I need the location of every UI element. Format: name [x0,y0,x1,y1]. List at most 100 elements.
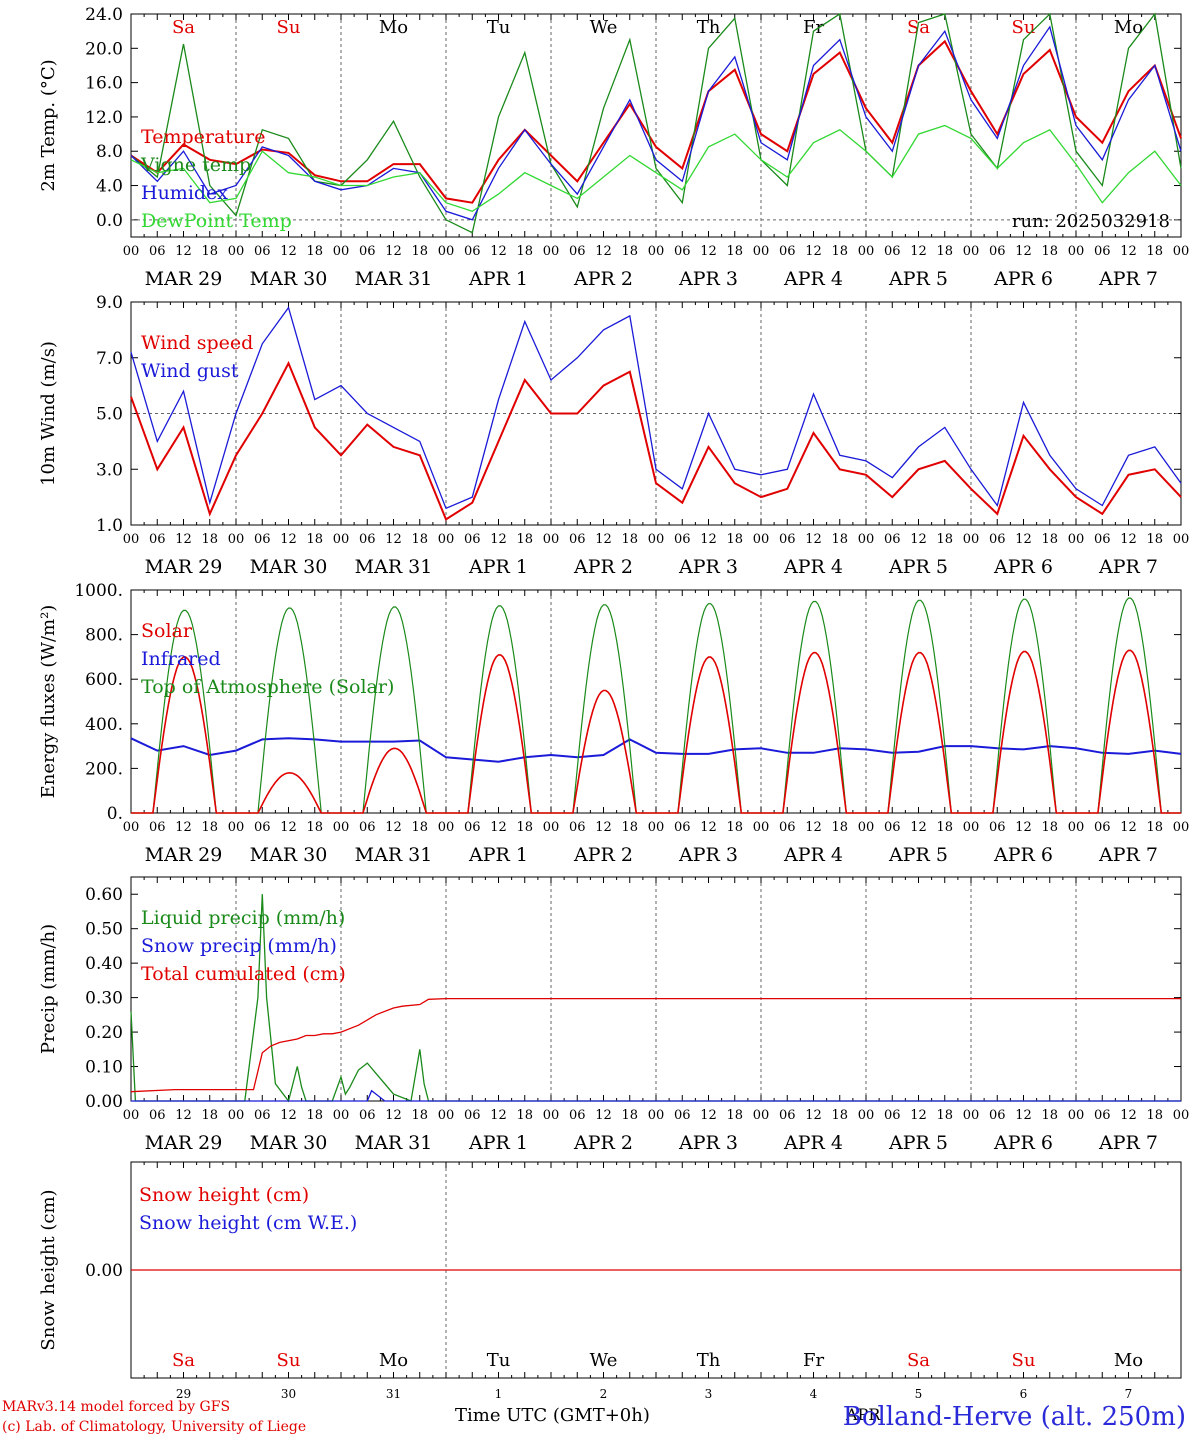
toa-solar-line [761,600,866,814]
hour-label: 06 [569,244,586,259]
hour-label: 12 [595,1108,612,1123]
x-axis-label: Time UTC (GMT+0h) [455,1405,650,1426]
hour-label: 06 [674,244,691,259]
hour-label: 12 [805,820,822,835]
month-label: APR [846,1405,881,1424]
date-label: APR 3 [678,1132,738,1154]
weekday-label: Sa [172,17,195,38]
day-number: 30 [281,1387,296,1401]
hour-label: 18 [516,820,533,835]
y-axis-label: Precip (mm/h) [38,924,59,1054]
hour-label: 06 [149,1108,166,1123]
hour-label: 18 [936,820,953,835]
hour-label: 12 [805,1108,822,1123]
date-label: APR 6 [993,556,1053,578]
hour-label: 12 [385,244,402,259]
hour-label: 00 [543,820,560,835]
hour-label: 00 [1068,820,1085,835]
hour-label: 06 [359,532,376,547]
model-credit: MARv3.14 model forced by GFS [2,1399,231,1415]
date-label: MAR 31 [355,1132,433,1154]
y-tick-label: 0.50 [85,920,123,940]
date-label: APR 6 [993,844,1053,866]
weekday-label: Su [277,17,301,38]
date-label: MAR 30 [250,1132,328,1154]
hour-label: 12 [910,532,927,547]
date-label: APR 3 [678,844,738,866]
solar-line [236,772,341,814]
hour-label: 06 [884,244,901,259]
hour-label: 18 [726,1108,743,1123]
hour-label: 12 [805,532,822,547]
weekday-label: Fr [803,17,824,38]
hour-label: 06 [779,244,796,259]
hour-label: 18 [726,820,743,835]
weekday-label: Su [1012,1350,1036,1371]
panel-frame [130,13,1182,238]
date-label: APR 5 [888,1132,948,1154]
hour-label: 00 [963,820,980,835]
hour-label: 18 [411,244,428,259]
hour-label: 18 [306,820,323,835]
toa-solar-line [1076,597,1181,814]
hour-label: 06 [359,1108,376,1123]
hour-label: 12 [175,532,192,547]
hour-label: 06 [779,532,796,547]
hour-label: 06 [779,1108,796,1123]
y-tick-label: 0.40 [85,954,123,974]
date-label: MAR 29 [145,556,223,578]
solar-line [446,654,551,814]
y-tick-label: 0.10 [85,1058,123,1078]
series-line [130,124,1182,213]
hour-label: 18 [516,244,533,259]
toa-solar-line [971,598,1076,814]
hour-label: 06 [464,532,481,547]
day-number: 1 [495,1387,503,1401]
hour-label: 12 [1120,244,1137,259]
date-label: MAR 29 [145,268,223,290]
hour-label: 06 [464,244,481,259]
weekday-label: Su [277,1350,301,1371]
hour-label: 00 [648,1108,665,1123]
weekday-label: Mo [379,1350,408,1371]
weekday-label: Th [697,17,721,38]
toa-solar-line [551,604,656,814]
y-tick-label: 1.0 [96,516,123,536]
hour-label: 12 [700,244,717,259]
hour-label: 12 [280,1108,297,1123]
hour-label: 06 [254,244,271,259]
date-label: MAR 31 [355,268,433,290]
series-line [130,306,1182,510]
hour-label: 12 [910,820,927,835]
hour-label: 00 [963,1108,980,1123]
date-label: APR 2 [573,844,633,866]
legend-entry: Total cumulated (cm) [141,963,346,985]
date-label: APR 5 [888,268,948,290]
hour-label: 00 [438,820,455,835]
hour-label: 18 [726,532,743,547]
hour-label: 00 [228,532,245,547]
date-label: APR 6 [993,268,1053,290]
date-label: APR 3 [678,556,738,578]
y-tick-label: 20.0 [85,39,123,59]
hour-label: 12 [385,1108,402,1123]
solar-line [656,656,761,814]
hour-label: 00 [1173,1108,1190,1123]
hour-label: 12 [280,820,297,835]
hour-label: 12 [385,532,402,547]
hour-label: 06 [1094,244,1111,259]
hour-label: 12 [385,820,402,835]
hour-label: 18 [411,1108,428,1123]
hour-label: 18 [201,244,218,259]
hour-label: 18 [831,244,848,259]
hour-label: 00 [123,244,140,259]
y-tick-label: 0.60 [85,885,123,905]
hour-label: 06 [149,820,166,835]
weekday-label: Th [697,1350,721,1371]
solar-line [1076,649,1181,814]
hour-label: 18 [201,532,218,547]
hour-label: 12 [805,244,822,259]
hour-label: 06 [1094,532,1111,547]
hour-label: 12 [700,532,717,547]
hour-label: 18 [621,820,638,835]
